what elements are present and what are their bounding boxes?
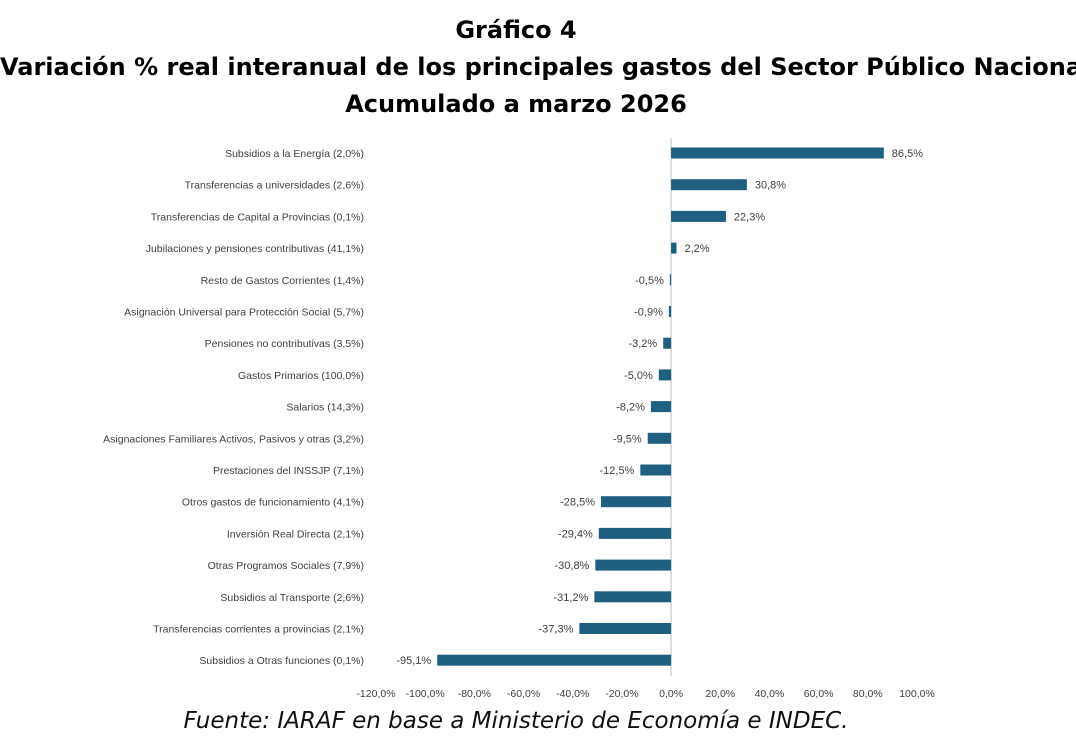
data-label: 22,3% (734, 211, 765, 223)
category-label: Subsidios al Transporte (2,6%) (220, 592, 364, 604)
bar (669, 274, 672, 286)
x-tick-label: -100,0% (406, 688, 445, 700)
x-tick-label: -40,0% (556, 688, 589, 700)
data-label: -30,8% (554, 560, 589, 572)
category-label: Asignación Universal para Protección Soc… (124, 307, 364, 319)
x-tick-label: -60,0% (507, 688, 540, 700)
data-label: -3,2% (628, 338, 657, 350)
category-label: Otros gastos de funcionamiento (4,1%) (182, 497, 364, 509)
chart-subtitle-period: Acumulado a marzo 2026 (345, 90, 687, 118)
data-label: 30,8% (755, 180, 786, 192)
x-tick-label: 0,0% (659, 688, 683, 700)
category-label: Transferencias a universidades (2,6%) (185, 180, 364, 192)
bar (658, 369, 672, 381)
category-label: Subsidios a Otras funciones (0,1%) (199, 655, 364, 667)
bar (598, 527, 672, 539)
data-label: 2,2% (685, 243, 710, 255)
data-label: -8,2% (616, 402, 645, 414)
data-label: -37,3% (539, 624, 574, 636)
data-label: -29,4% (558, 528, 593, 540)
chart-title: Gráfico 4 (455, 16, 577, 44)
bar (640, 464, 672, 476)
bar (668, 306, 672, 317)
data-label: -9,5% (613, 433, 642, 445)
x-tick-label: 60,0% (804, 688, 834, 700)
category-label: Pensiones no contributivas (3,5%) (205, 338, 364, 350)
bar (595, 559, 672, 571)
x-tick-label: -120,0% (356, 688, 395, 700)
x-tick-label: 100,0% (899, 688, 935, 700)
bar (650, 401, 672, 413)
chart-subtitle: Variación % real interanual de los princ… (0, 53, 1076, 81)
category-label: Gastos Primarios (100,0%) (238, 370, 364, 382)
category-label: Prestaciones del INSSJP (7,1%) (213, 465, 364, 477)
x-tick-label: 40,0% (755, 688, 785, 700)
data-label: 86,5% (892, 148, 923, 160)
category-label: Jubilaciones y pensiones contributivas (… (146, 243, 364, 255)
bar (671, 179, 747, 191)
bar (663, 337, 672, 349)
bar (647, 432, 672, 444)
x-tick-label: 80,0% (853, 688, 883, 700)
data-label: -28,5% (560, 497, 595, 509)
data-label: -5,0% (624, 370, 653, 382)
data-label: -0,5% (635, 275, 664, 287)
bar (671, 210, 726, 222)
bar (594, 591, 672, 603)
category-label: Inversión Real Directa (2,1%) (227, 528, 364, 540)
x-tick-label: -20,0% (605, 688, 638, 700)
data-label: -12,5% (599, 465, 634, 477)
bar (579, 623, 672, 634)
x-tick-label: 20,0% (705, 688, 735, 700)
category-label: Salarios (14,3%) (286, 402, 364, 414)
bar (437, 654, 672, 666)
category-label: Transferencias corrientes a provincias (… (153, 624, 364, 636)
bar (601, 496, 672, 508)
category-label: Otras Programos Sociales (7,9%) (208, 560, 364, 572)
bar (671, 147, 884, 159)
x-tick-label: -80,0% (458, 688, 491, 700)
data-label: -31,2% (554, 592, 589, 604)
category-label: Asignaciones Familiares Activos, Pasivos… (103, 433, 364, 445)
category-label: Resto de Gastos Corrientes (1,4%) (201, 275, 364, 287)
data-label: -95,1% (396, 655, 431, 667)
title-block: Gráfico 4 Variación % real interanual de… (0, 12, 1076, 123)
source-note: Fuente: IARAF en base a Ministerio de Ec… (183, 708, 849, 734)
bar-chart: Subsidios a la Energía (2,0%) 86,5% Transf… (103, 138, 935, 700)
category-label: Subsidios a la Energía (2,0%) (225, 148, 364, 160)
data-label: -0,9% (634, 307, 663, 319)
category-label: Transferencias de Capital a Provincias (… (151, 211, 364, 223)
bar (671, 242, 677, 254)
